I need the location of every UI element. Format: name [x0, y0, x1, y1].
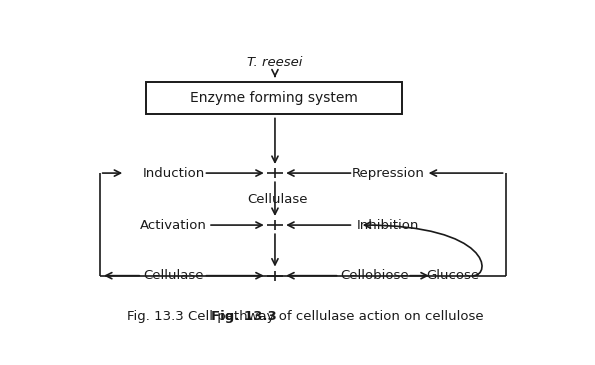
FancyArrowPatch shape: [365, 222, 482, 276]
Text: Cellobiose: Cellobiose: [340, 269, 408, 282]
Bar: [146, 82, 402, 114]
Text: Repression: Repression: [352, 166, 424, 180]
Text: Enzyme forming system: Enzyme forming system: [190, 91, 358, 105]
Text: Glucose: Glucose: [426, 269, 479, 282]
Text: Fig. 13.3: Fig. 13.3: [211, 310, 276, 323]
Text: Fig. 13.3 Cell pathway of cellulase action on cellulose: Fig. 13.3 Cell pathway of cellulase acti…: [127, 310, 483, 323]
Text: Induction: Induction: [142, 166, 205, 180]
Text: Activation: Activation: [140, 219, 207, 231]
Text: Cellulase: Cellulase: [143, 269, 203, 282]
Text: Inhibition: Inhibition: [357, 219, 419, 231]
Text: T. reesei: T. reesei: [248, 55, 303, 69]
Text: Cellulase: Cellulase: [247, 193, 308, 205]
